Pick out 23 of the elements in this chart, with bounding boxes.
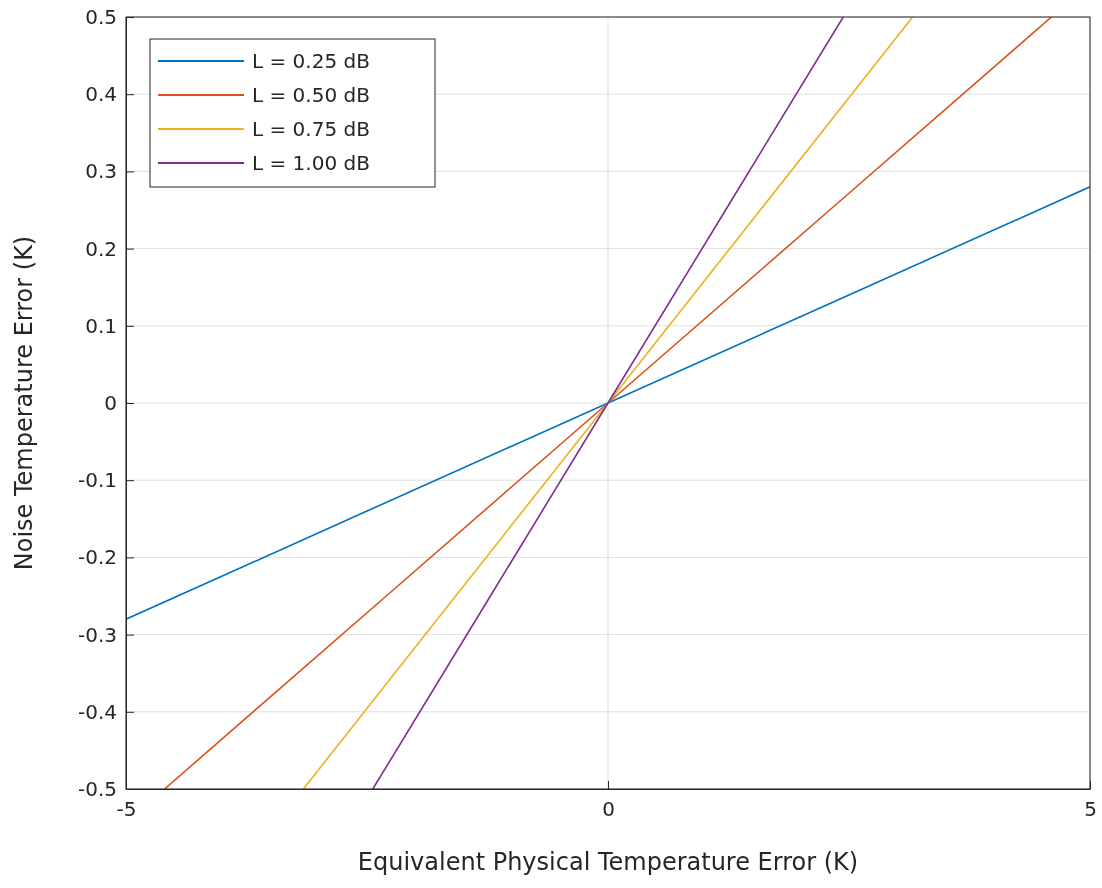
x-axis-title: Equivalent Physical Temperature Error (K) bbox=[357, 848, 859, 876]
y-tick-label: -0.4 bbox=[77, 699, 117, 724]
y-tick-label: 0.4 bbox=[85, 82, 117, 107]
y-tick-label: 0.2 bbox=[85, 236, 117, 261]
legend-label: L = 0.50 dB bbox=[252, 83, 370, 107]
x-tick-label: -5 bbox=[116, 797, 137, 821]
y-tick-label: -0.5 bbox=[77, 776, 117, 801]
line-series bbox=[126, 186, 1090, 620]
legend-label: L = 1.00 dB bbox=[252, 151, 370, 175]
legend-label: L = 0.75 dB bbox=[252, 117, 370, 141]
line-series bbox=[163, 17, 1053, 789]
y-tick-label: -0.3 bbox=[77, 622, 117, 647]
y-tick-label: 0.3 bbox=[85, 159, 117, 184]
y-tick-label: -0.2 bbox=[77, 545, 117, 570]
y-tick-label: 0 bbox=[104, 390, 117, 415]
x-tick-label: 0 bbox=[602, 797, 615, 821]
y-axis-title: Noise Temperature Error (K) bbox=[10, 235, 38, 571]
y-tick-label: 0.1 bbox=[85, 313, 117, 338]
y-tick-label: -0.1 bbox=[77, 468, 117, 493]
legend-label: L = 0.25 dB bbox=[252, 49, 370, 73]
y-tick-label: 0.5 bbox=[85, 4, 117, 29]
x-tick-label: 5 bbox=[1084, 797, 1097, 821]
line-series bbox=[371, 17, 845, 789]
